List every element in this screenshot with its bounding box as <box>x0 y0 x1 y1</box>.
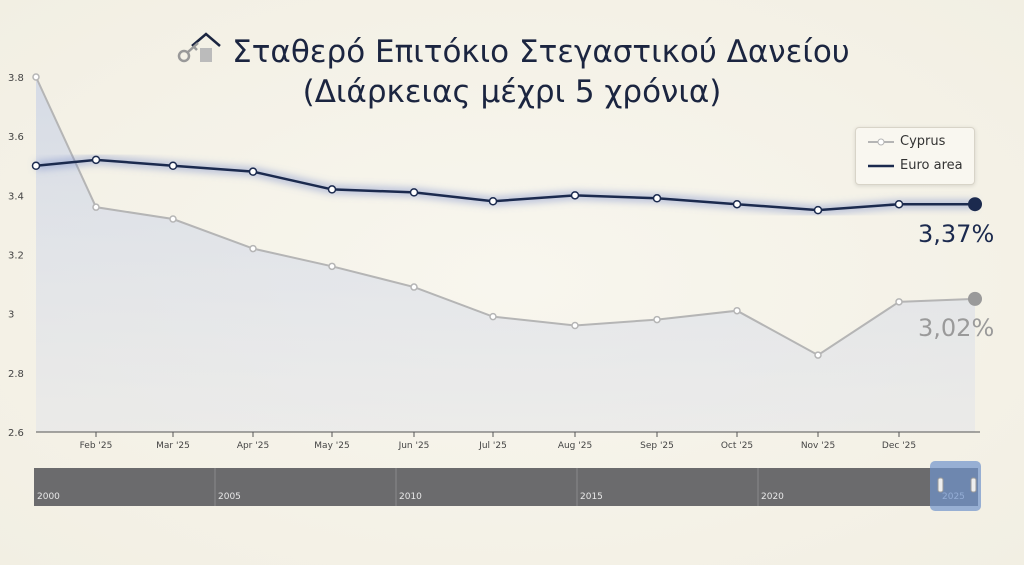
euro-area-point <box>732 199 742 209</box>
legend-item-cyprus[interactable]: Cyprus <box>868 134 945 149</box>
navigator-track <box>34 468 978 506</box>
cyprus-point <box>571 321 579 330</box>
x-tick-label: Sep '25 <box>640 441 674 451</box>
legend-item-euro-area[interactable]: Euro area <box>868 158 963 173</box>
euro-area-point <box>168 161 178 170</box>
y-tick-label: 3.8 <box>8 73 24 84</box>
range-navigator: 200020052010201520202025 <box>34 461 981 511</box>
cyprus-area <box>36 77 975 432</box>
cyprus-point <box>169 215 177 223</box>
navigator-label: 2015 <box>580 492 603 502</box>
navigator-handle[interactable] <box>937 477 944 493</box>
euro-area-end-point <box>968 197 982 212</box>
y-tick-label: 3 <box>8 310 14 321</box>
y-tick-label: 2.6 <box>8 428 24 439</box>
x-tick-label: Dec '25 <box>882 441 916 451</box>
euro-area-point <box>327 185 337 194</box>
x-tick-label: Mar '25 <box>156 441 190 451</box>
euro-area-point <box>31 161 41 170</box>
cyprus-point <box>249 244 257 253</box>
cyprus-end-point <box>968 291 982 306</box>
euro-area-point <box>91 155 101 165</box>
navigator-label: 2010 <box>399 492 422 502</box>
cyprus-point <box>653 315 661 324</box>
navigator-label: 2000 <box>37 492 60 502</box>
y-tick-label: 3.4 <box>8 191 24 202</box>
legend[interactable]: Cyprus Euro area <box>855 127 975 185</box>
chart-title: Σταθερό Επιτόκιο Στεγαστικού Δανείου <box>0 30 1024 72</box>
cyprus-point <box>814 351 822 359</box>
euro-area-point <box>248 167 258 176</box>
cyprus-point <box>489 312 497 321</box>
cyprus-point <box>733 306 741 315</box>
cyprus-point <box>92 203 100 211</box>
x-tick-label: Apr '25 <box>237 441 269 451</box>
x-tick-label: Nov '25 <box>801 441 835 451</box>
euro-area-end-label: 3,37% <box>918 220 995 248</box>
chart-subtitle: (Διάρκειας μέχρι 5 χρόνια) <box>302 74 722 110</box>
y-tick-label: 3.2 <box>8 251 24 262</box>
x-tick-label: Feb '25 <box>80 441 113 451</box>
cyprus-point <box>328 262 336 271</box>
navigator-handle[interactable] <box>970 477 977 493</box>
navigator-label: 2005 <box>218 492 241 502</box>
euro-area-point <box>570 191 580 200</box>
house-key-icon <box>174 30 222 64</box>
y-tick-label: 3.6 <box>8 132 24 143</box>
x-tick-label: May '25 <box>314 441 349 451</box>
cyprus-point <box>895 298 903 306</box>
cyprus-end-label: 3,02% <box>918 314 995 342</box>
x-tick-label: Jul '25 <box>478 441 507 451</box>
cyprus-point <box>410 283 418 291</box>
cyprus-point <box>32 73 40 81</box>
euro-area-point <box>488 197 498 206</box>
euro-area-point <box>894 199 904 209</box>
x-tick-label: Oct '25 <box>721 441 753 451</box>
x-tick-label: Aug '25 <box>558 441 592 451</box>
navigator-label: 2020 <box>761 492 784 502</box>
x-tick-label: Jun '25 <box>398 441 430 451</box>
euro-area-point <box>652 194 662 203</box>
y-tick-label: 2.8 <box>8 369 24 380</box>
navigator-selection[interactable] <box>930 461 981 511</box>
euro-area-point <box>813 205 823 215</box>
euro-area-point <box>409 188 419 197</box>
